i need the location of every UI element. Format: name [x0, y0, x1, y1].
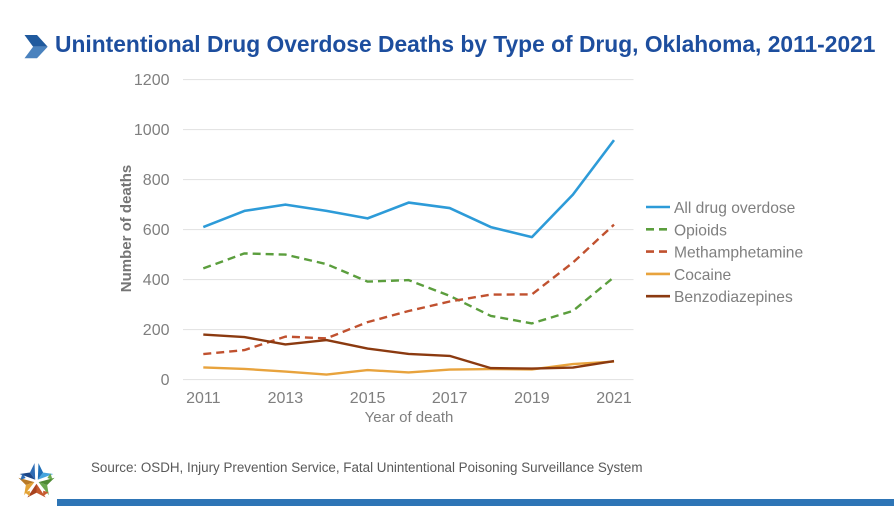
svg-text:Number of deaths: Number of deaths: [118, 165, 135, 293]
svg-text:2019: 2019: [514, 390, 550, 407]
svg-text:Cocaine: Cocaine: [674, 267, 731, 284]
svg-text:400: 400: [143, 272, 170, 289]
svg-text:All drug overdose: All drug overdose: [674, 200, 795, 217]
svg-text:2013: 2013: [268, 390, 304, 407]
svg-text:0: 0: [161, 372, 170, 389]
svg-text:2017: 2017: [432, 390, 468, 407]
svg-text:800: 800: [143, 172, 170, 189]
svg-text:2015: 2015: [350, 390, 386, 407]
svg-text:Year of death: Year of death: [365, 409, 454, 426]
svg-text:600: 600: [143, 222, 170, 239]
svg-text:Benzodiazepines: Benzodiazepines: [674, 289, 793, 306]
svg-text:Opioids: Opioids: [674, 222, 727, 239]
svg-text:200: 200: [143, 322, 170, 339]
svg-text:Methamphetamine: Methamphetamine: [674, 245, 803, 262]
svg-text:1000: 1000: [134, 122, 170, 139]
svg-text:1200: 1200: [134, 72, 170, 89]
svg-text:2011: 2011: [186, 390, 221, 407]
svg-text:2021: 2021: [596, 390, 632, 407]
